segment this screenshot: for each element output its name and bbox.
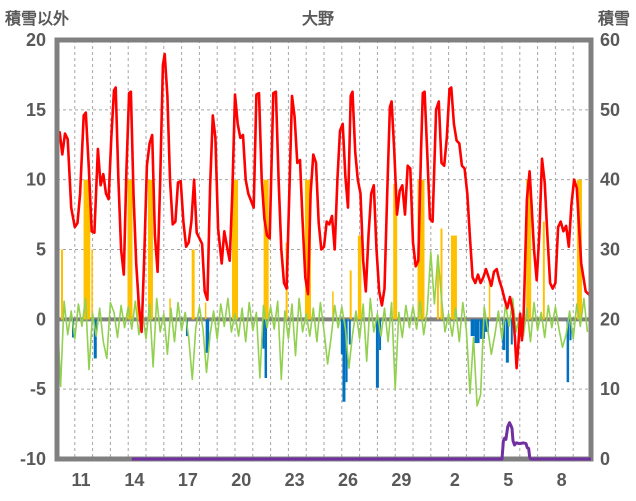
blue-negative-bars-bar: [569, 319, 572, 341]
precipitation-bars-bar: [440, 228, 443, 320]
right-tick-label: 50: [600, 100, 620, 120]
left-tick-label: 20: [26, 30, 46, 50]
precipitation-bars-bar: [450, 235, 457, 320]
precipitation-bars-bar: [263, 179, 269, 320]
precipitation-bars-bar: [191, 249, 195, 320]
x-tick-label: 29: [391, 470, 411, 490]
precipitation-bars-bar: [147, 179, 153, 320]
green-noise-series: [57, 251, 589, 407]
x-tick-label: 11: [72, 470, 91, 490]
right-tick-label: 10: [600, 379, 620, 399]
precipitation-bars-bar: [332, 291, 334, 320]
precipitation-bars-bar: [204, 302, 207, 320]
precipitation-bars-bar: [542, 221, 545, 320]
blue-negative-bars-bar: [340, 319, 343, 355]
left-axis-ticks: 20 15 10 5 0 -5 -10: [20, 30, 46, 469]
precipitation-bars-bar: [91, 249, 93, 320]
left-tick-label: 10: [26, 170, 46, 190]
blue-negative-bars-bar: [262, 319, 265, 349]
precipitation-bars-bar: [417, 179, 425, 320]
left-tick-label: 0: [36, 309, 46, 329]
blue-negative-bars-bar: [474, 319, 480, 344]
precipitation-bars-bar: [488, 280, 491, 320]
left-tick-label: 5: [36, 240, 46, 260]
right-tick-label: 40: [600, 170, 620, 190]
right-axis-ticks: 60 50 40 30 20 10 0: [600, 30, 620, 469]
precipitation-bars-bar: [349, 270, 352, 320]
x-tick-label: 23: [285, 470, 305, 490]
right-tick-label: 0: [600, 449, 610, 469]
blue-negative-bars: [57, 319, 572, 402]
precipitation-bars-bar: [357, 235, 362, 320]
x-tick-label: 17: [178, 470, 198, 490]
blue-negative-bars-bar: [502, 319, 506, 351]
precipitation-bars-bar: [436, 256, 439, 320]
gridlines: [57, 40, 591, 459]
x-tick-label: 14: [124, 470, 144, 490]
x-tick-label: 20: [231, 470, 251, 490]
left-tick-label: 15: [26, 100, 46, 120]
blue-negative-bars-bar: [205, 319, 210, 353]
snow-depth-line: [131, 421, 591, 461]
precipitation-bars-bar: [60, 249, 63, 320]
left-tick-label: -10: [20, 449, 46, 469]
blue-negative-bars-bar: [264, 319, 268, 378]
blue-negative-bars-bar: [348, 319, 351, 345]
precipitation-bars-bar: [232, 179, 238, 320]
precipitation-bars-bar: [169, 298, 171, 320]
chart-title: 大野: [301, 11, 334, 28]
precipitation-bars-bar: [84, 179, 91, 320]
right-tick-label: 30: [600, 240, 620, 260]
x-tick-label: 5: [503, 470, 513, 490]
precipitation-bars-bar: [393, 183, 398, 320]
blue-negative-bars-bar: [342, 319, 346, 402]
plot-area: [57, 40, 591, 459]
x-tick-label: 26: [338, 470, 358, 490]
blue-negative-bars-bar: [510, 319, 513, 345]
blue-negative-bars-bar: [566, 319, 570, 383]
right-tick-label: 60: [600, 30, 620, 50]
blue-negative-bars-bar: [375, 319, 379, 388]
blue-negative-bars-bar: [470, 319, 475, 337]
x-tick-label: 8: [557, 470, 567, 490]
precipitation-bars-bar: [127, 179, 133, 320]
left-tick-label: -5: [30, 379, 46, 399]
precipitation-bars-bar: [526, 179, 532, 320]
blue-negative-bars-bar: [93, 319, 97, 359]
x-axis-ticks: 11 14 17 20 23 26 29 2 5 8: [72, 470, 567, 490]
x-tick-label: 2: [450, 470, 460, 490]
blue-negative-bars-bar: [479, 319, 485, 339]
right-tick-label: 20: [600, 309, 620, 329]
blue-negative-bars-bar: [505, 319, 509, 363]
left-axis-title: 積雪以外: [5, 11, 70, 28]
temperature-line: [57, 52, 591, 370]
right-axis-title: 積雪: [597, 11, 630, 28]
